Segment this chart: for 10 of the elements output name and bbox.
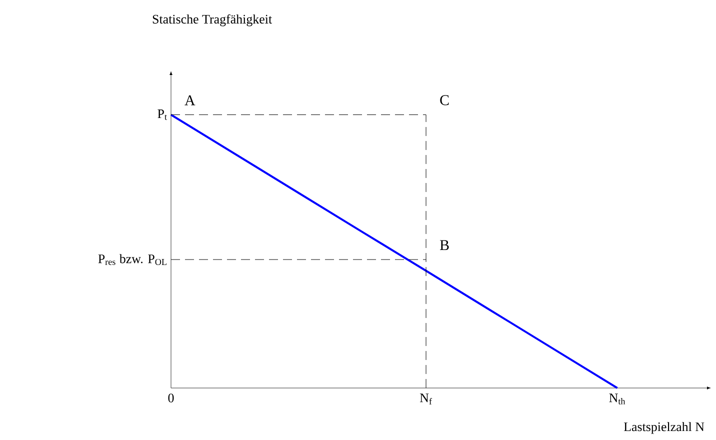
annotation: A (184, 95, 196, 106)
x-axis-title: Lastspielzahl N (624, 422, 704, 434)
x-tick-label: N$_{f}$ (420, 394, 432, 404)
x-tick-label: 0 (168, 394, 174, 402)
x-tick-label: N$_{th}$ (609, 394, 626, 404)
annotation: B (440, 240, 449, 250)
text: Statische Tragfähigkeit (152, 14, 272, 26)
ref-line-label: P$_{t}$ (158, 110, 167, 120)
ref-line-label: P$_{res}$ bzw. P$_{OL}$ (98, 254, 166, 266)
annotation: C (440, 95, 449, 106)
